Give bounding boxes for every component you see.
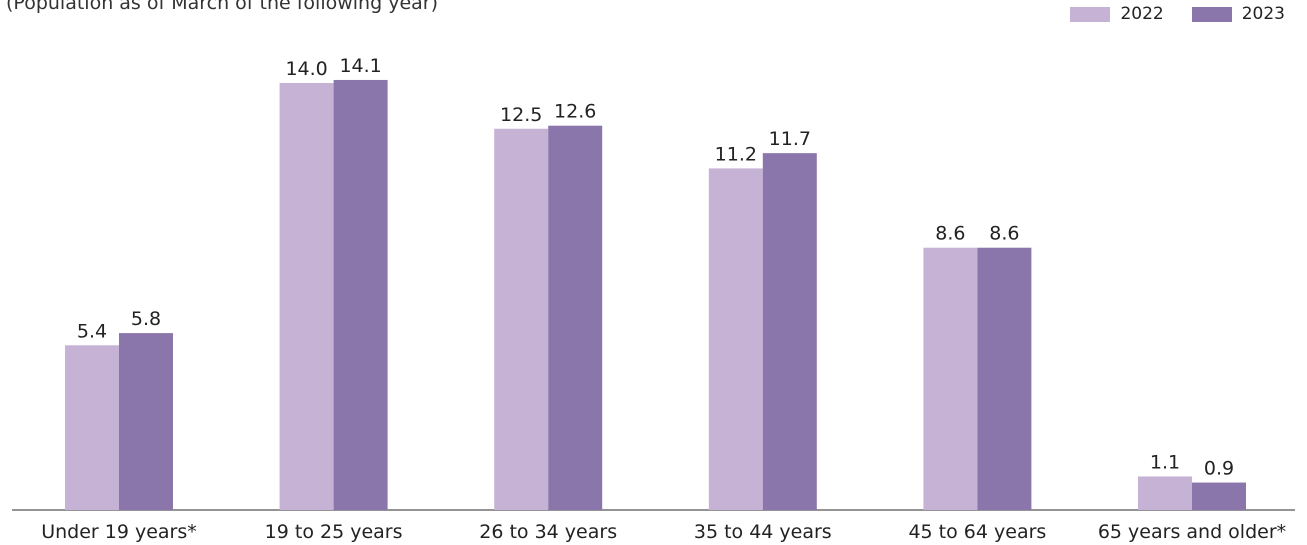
x-tick-label-4: 45 to 64 years bbox=[908, 521, 1046, 543]
legend-swatch-2023 bbox=[1191, 6, 1232, 22]
legend: 2022 2023 bbox=[1070, 4, 1285, 24]
data-label-2022-3: 11.2 bbox=[715, 143, 757, 165]
bar-2022-4 bbox=[923, 247, 978, 510]
bar-2023-2 bbox=[548, 125, 603, 510]
bar-2023-3 bbox=[762, 153, 817, 510]
data-label-2022-1: 14.0 bbox=[285, 58, 327, 80]
x-tick-label-1: 19 to 25 years bbox=[265, 521, 403, 543]
data-label-2023-0: 5.8 bbox=[131, 308, 161, 330]
x-tick-label-3: 35 to 44 years bbox=[694, 521, 832, 543]
legend-swatch-2022 bbox=[1070, 6, 1111, 22]
bar-2023-5 bbox=[1192, 482, 1246, 510]
legend-label-2022: 2022 bbox=[1120, 4, 1164, 24]
legend-label-2023: 2023 bbox=[1241, 4, 1285, 24]
legend-item-2022: 2022 bbox=[1070, 4, 1164, 24]
data-label-2023-5: 0.9 bbox=[1204, 458, 1234, 480]
x-tick-label-5: 65 years and older* bbox=[1098, 521, 1286, 543]
data-label-2022-2: 12.5 bbox=[500, 104, 542, 126]
data-label-2023-3: 11.7 bbox=[769, 128, 811, 150]
bar-2022-1 bbox=[279, 83, 334, 510]
data-label-2022-4: 8.6 bbox=[935, 223, 965, 245]
bar-2022-5 bbox=[1138, 476, 1192, 510]
bar-2022-2 bbox=[494, 128, 549, 510]
x-tick-label-2: 26 to 34 years bbox=[479, 521, 617, 543]
bar-2022-0 bbox=[65, 345, 119, 510]
x-tick-label-0: Under 19 years* bbox=[41, 521, 197, 543]
data-label-2022-5: 1.1 bbox=[1150, 451, 1180, 473]
bar-2023-0 bbox=[119, 333, 173, 510]
bar-2023-4 bbox=[977, 247, 1032, 510]
data-label-2023-2: 12.6 bbox=[554, 101, 596, 123]
bar-2023-1 bbox=[333, 79, 388, 510]
bar-2022-3 bbox=[708, 168, 763, 510]
data-label-2023-1: 14.1 bbox=[339, 55, 381, 77]
data-label-2023-4: 8.6 bbox=[989, 223, 1019, 245]
chart-subtitle: (Population as of March of the following… bbox=[6, 0, 438, 14]
legend-item-2023: 2023 bbox=[1191, 4, 1285, 24]
data-label-2022-0: 5.4 bbox=[77, 320, 107, 342]
